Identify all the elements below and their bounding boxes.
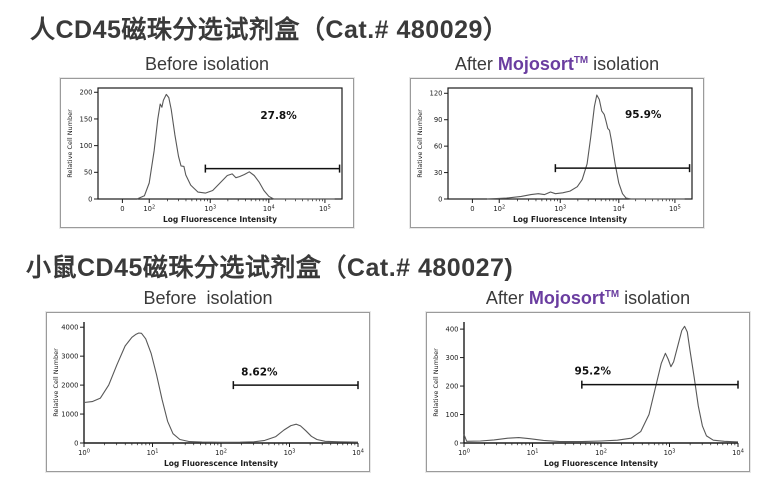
- svg-text:104: 104: [352, 448, 364, 457]
- svg-text:50: 50: [84, 169, 93, 177]
- figure-mouse-after: After MojosortTM isolation 0 100 200 300 400…: [426, 288, 750, 472]
- chart-panel-human-after: 0 30 60 90 120 0 102 103 104 105 95.9% Relative Cel…: [410, 78, 704, 228]
- tm-superscript: TM: [573, 55, 589, 66]
- svg-text:90: 90: [434, 116, 443, 124]
- figure-mouse-before: Before isolation 0 1000 2000 3000 4000 100 101…: [46, 288, 370, 472]
- section-mouse-cd45: 小鼠CD45磁珠分选试剂盒（Cat.# 480027) Before isola…: [0, 248, 772, 472]
- brand-text: Mojosort: [528, 288, 605, 308]
- heading-suffix: isolation: [619, 288, 691, 308]
- svg-text:2000: 2000: [61, 382, 78, 390]
- svg-text:100: 100: [78, 448, 90, 457]
- svg-text:0: 0: [88, 195, 92, 203]
- svg-text:103: 103: [284, 448, 296, 457]
- svg-text:Log Fluorescence Intensity: Log Fluorescence Intensity: [163, 215, 277, 224]
- figure-heading-before: Before isolation: [145, 54, 269, 75]
- svg-text:102: 102: [493, 204, 505, 213]
- svg-text:0: 0: [74, 439, 78, 447]
- svg-text:0: 0: [454, 439, 458, 447]
- svg-text:Log Fluorescence Intensity: Log Fluorescence Intensity: [544, 459, 658, 468]
- svg-text:400: 400: [446, 326, 459, 334]
- svg-text:95.2%: 95.2%: [575, 366, 612, 378]
- svg-text:102: 102: [143, 204, 155, 213]
- svg-text:0: 0: [438, 195, 442, 203]
- histogram-mouse-before: 0 1000 2000 3000 4000 100 101 102 103 104 8.62% Rel…: [52, 322, 364, 468]
- heading-suffix: isolation: [588, 54, 660, 74]
- chart-panel-mouse-after: 0 100 200 300 400 100 101 102 103 104 95.2% Relativ…: [426, 312, 750, 472]
- svg-text:105: 105: [669, 204, 681, 213]
- section-title-human: 人CD45磁珠分选试剂盒（Cat.# 480029）: [30, 16, 509, 44]
- svg-text:300: 300: [446, 354, 459, 362]
- svg-text:0: 0: [470, 205, 474, 213]
- svg-text:3000: 3000: [61, 353, 78, 361]
- svg-text:200: 200: [446, 382, 459, 390]
- heading-prefix: Before isolation: [143, 288, 273, 308]
- svg-text:Relative Cell Number: Relative Cell Number: [416, 109, 424, 178]
- svg-text:0: 0: [120, 205, 124, 213]
- svg-text:60: 60: [434, 143, 443, 151]
- heading-prefix: After: [454, 54, 498, 74]
- brand-text: Mojosort: [497, 54, 574, 74]
- histogram-human-before: 0 50 100 150 200 0 102 103 104 105 27.8% Relative C…: [66, 87, 343, 224]
- svg-text:Log Fluorescence Intensity: Log Fluorescence Intensity: [513, 215, 627, 224]
- svg-text:102: 102: [215, 448, 227, 457]
- svg-text:Relative Cell Number: Relative Cell Number: [52, 348, 60, 417]
- chart-panel-mouse-before: 0 1000 2000 3000 4000 100 101 102 103 104 8.62% Rel…: [46, 312, 370, 472]
- svg-text:95.9%: 95.9%: [625, 109, 662, 121]
- svg-text:1000: 1000: [61, 410, 78, 418]
- tm-superscript: TM: [604, 289, 620, 300]
- svg-text:101: 101: [527, 448, 539, 457]
- section-human-cd45: 人CD45磁珠分选试剂盒（Cat.# 480029） Before isolat…: [0, 10, 772, 228]
- figure-heading-before: Before isolation: [143, 288, 272, 309]
- chart-panel-human-before: 0 50 100 150 200 0 102 103 104 105 27.8% Relative C…: [60, 78, 354, 228]
- svg-text:105: 105: [319, 204, 331, 213]
- svg-text:120: 120: [430, 90, 443, 98]
- svg-text:103: 103: [204, 204, 216, 213]
- figure-heading-after: After MojosortTM isolation: [455, 54, 659, 75]
- svg-text:103: 103: [554, 204, 566, 213]
- svg-text:4000: 4000: [61, 324, 78, 332]
- histogram-human-after: 0 30 60 90 120 0 102 103 104 105 95.9% Relative Cel…: [416, 87, 693, 224]
- svg-text:150: 150: [80, 115, 93, 123]
- svg-text:101: 101: [147, 448, 159, 457]
- figure-heading-after: After MojosortTM isolation: [486, 288, 690, 309]
- svg-text:100: 100: [446, 411, 459, 419]
- svg-text:30: 30: [434, 169, 443, 177]
- figure-human-before: Before isolation 0 50 100 150 200 0 102 103 104 1…: [60, 54, 354, 228]
- heading-prefix: Before isolation: [144, 54, 270, 74]
- svg-text:104: 104: [732, 448, 744, 457]
- svg-text:Relative Cell Number: Relative Cell Number: [66, 109, 74, 178]
- svg-text:Log Fluorescence Intensity: Log Fluorescence Intensity: [164, 459, 278, 468]
- figure-human-after: After MojosortTM isolation 0 30 60 90 120 0 10…: [410, 54, 704, 228]
- svg-text:27.8%: 27.8%: [260, 110, 297, 122]
- svg-text:102: 102: [595, 448, 607, 457]
- svg-text:104: 104: [613, 204, 625, 213]
- svg-text:100: 100: [80, 142, 93, 150]
- svg-text:103: 103: [664, 448, 676, 457]
- svg-text:Relative Cell Number: Relative Cell Number: [432, 348, 440, 417]
- section-title-mouse: 小鼠CD45磁珠分选试剂盒（Cat.# 480027): [26, 254, 514, 282]
- svg-text:100: 100: [458, 448, 470, 457]
- svg-text:104: 104: [263, 204, 275, 213]
- chart-row-mouse: Before isolation 0 1000 2000 3000 4000 100 101…: [0, 288, 772, 472]
- svg-text:200: 200: [80, 89, 93, 97]
- heading-prefix: After: [485, 288, 529, 308]
- svg-text:8.62%: 8.62%: [241, 367, 278, 379]
- chart-row-human: Before isolation 0 50 100 150 200 0 102 103 104 1…: [0, 54, 772, 228]
